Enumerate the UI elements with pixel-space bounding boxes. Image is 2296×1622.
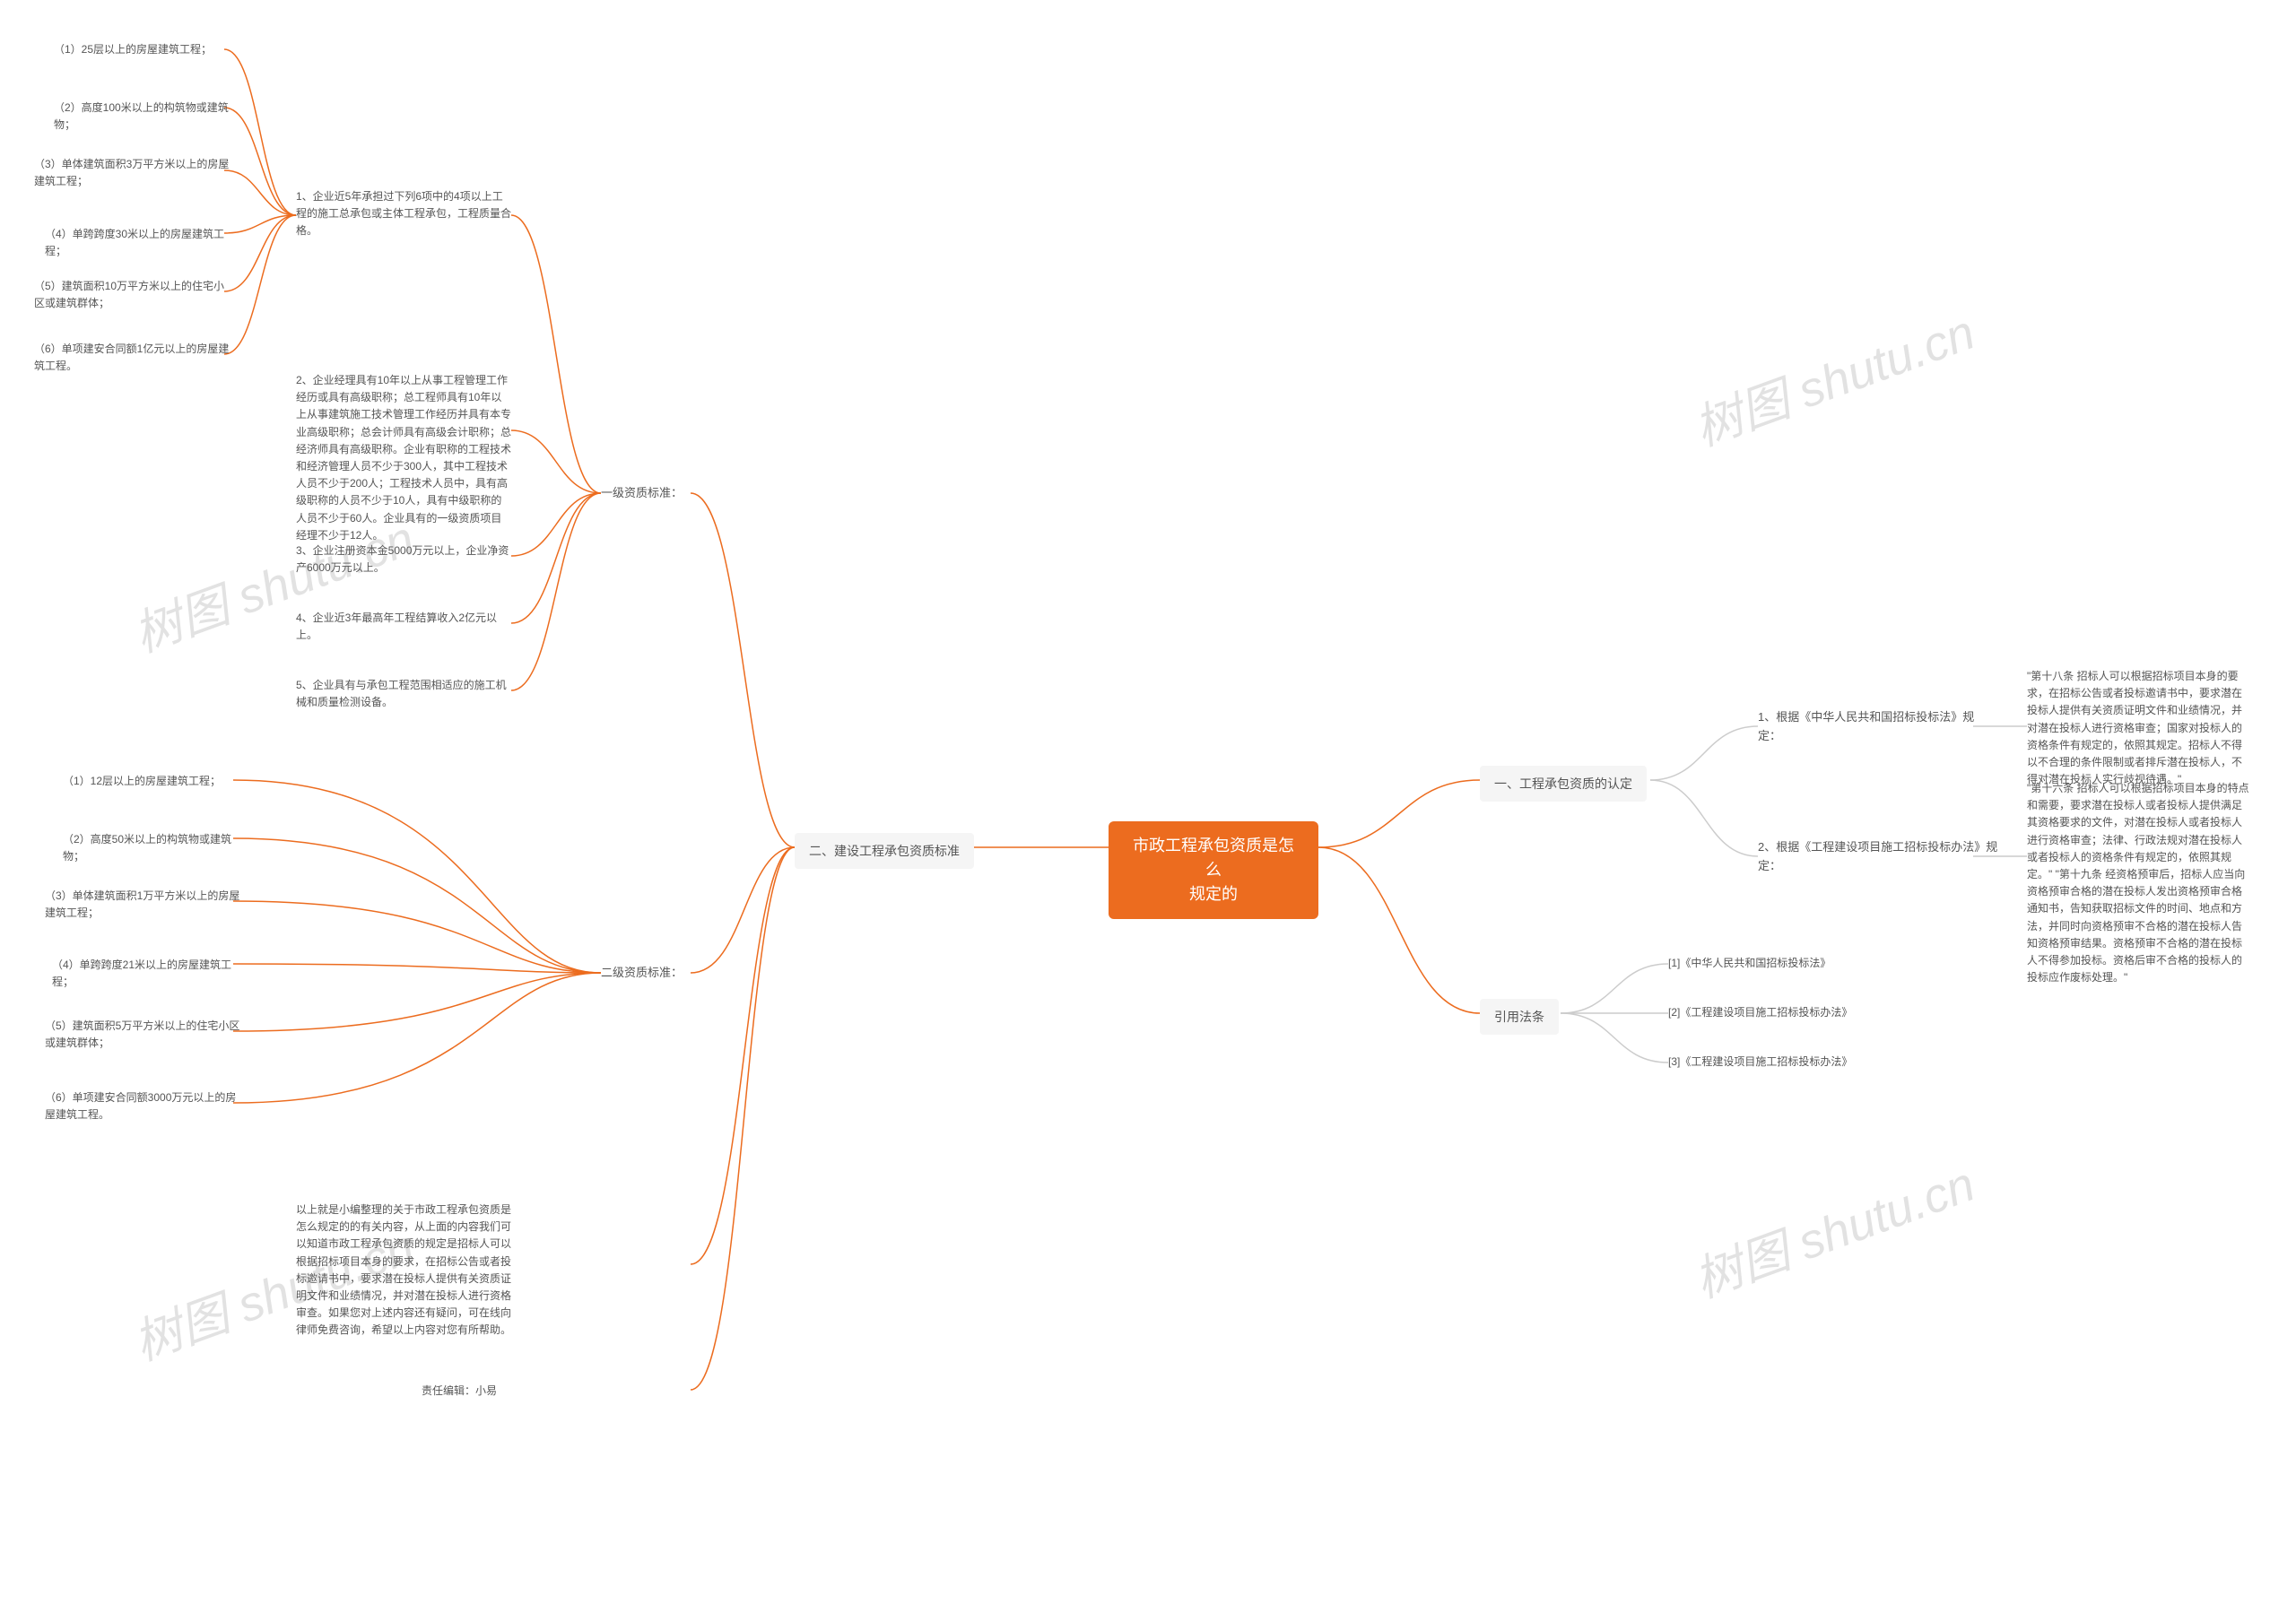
branch-qualification: 一、工程承包资质的认定 bbox=[1480, 766, 1647, 802]
left-g1-i1-s5: （5）建筑面积10万平方米以上的住宅小区或建筑群体； bbox=[34, 278, 231, 312]
left-g1-i1-s2: （2）高度100米以上的构筑物或建筑物； bbox=[54, 100, 233, 134]
left-g1-i1-s4: （4）单跨跨度30米以上的房屋建筑工程； bbox=[45, 226, 233, 260]
right-b1-item2: 2、根据《工程建设项目施工招标投标办法》规定： bbox=[1758, 838, 2000, 876]
right-b2-item3: [3]《工程建设项目施工招标投标办法》 bbox=[1668, 1054, 1852, 1071]
left-g3-summary: 以上就是小编整理的关于市政工程承包资质是怎么规定的的有关内容，从上面的内容我们可… bbox=[296, 1201, 511, 1340]
left-g1-i1: 1、企业近5年承担过下列6项中的4项以上工程的施工总承包或主体工程承包，工程质量… bbox=[296, 188, 511, 240]
left-g2-s2: （2）高度50米以上的构筑物或建筑物； bbox=[63, 831, 251, 865]
left-g1-i4: 4、企业近3年最高年工程结算收入2亿元以上。 bbox=[296, 610, 511, 644]
left-g2-label: 二级资质标准： bbox=[601, 964, 683, 983]
watermark: 树图 shutu.cn bbox=[1683, 292, 1982, 459]
right-b2-item1: [1]《中华人民共和国招标投标法》 bbox=[1668, 955, 1831, 972]
left-g2-s4: （4）单跨跨度21米以上的房屋建筑工程； bbox=[52, 957, 240, 991]
right-b1-item2-detail: "第十六条 招标人可以根据招标项目本身的特点和需要，要求潜在投标人或者投标人提供… bbox=[2027, 780, 2251, 986]
connectors bbox=[0, 0, 2296, 1622]
left-g1-label: 一级资质标准： bbox=[601, 484, 683, 503]
left-g1-i5: 5、企业具有与承包工程范围相适应的施工机械和质量检测设备。 bbox=[296, 677, 511, 711]
left-g1-i2: 2、企业经理具有10年以上从事工程管理工作经历或具有高级职称；总工程师具有10年… bbox=[296, 372, 511, 544]
branch-standard: 二、建设工程承包资质标准 bbox=[795, 833, 974, 869]
left-g1-i3: 3、企业注册资本金5000万元以上，企业净资产6000万元以上。 bbox=[296, 542, 511, 577]
right-b1-item1: 1、根据《中华人民共和国招标投标法》规定： bbox=[1758, 708, 1991, 746]
right-b1-item1-detail: "第十八条 招标人可以根据招标项目本身的要求，在招标公告或者投标邀请书中，要求潜… bbox=[2027, 668, 2251, 788]
right-b2-item2: [2]《工程建设项目施工招标投标办法》 bbox=[1668, 1004, 1852, 1021]
left-g2-s1: （1）12层以上的房屋建筑工程； bbox=[63, 773, 221, 790]
left-g4-editor: 责任编辑：小易 bbox=[422, 1383, 497, 1400]
branch-law: 引用法条 bbox=[1480, 999, 1559, 1035]
center-node: 市政工程承包资质是怎么 规定的 bbox=[1109, 821, 1318, 919]
left-g1-i1-s3: （3）单体建筑面积3万平方米以上的房屋建筑工程； bbox=[34, 156, 231, 190]
left-g1-i1-s6: （6）单项建安合同额1亿元以上的房屋建筑工程。 bbox=[34, 341, 231, 375]
watermark: 树图 shutu.cn bbox=[1683, 1144, 1982, 1311]
left-g2-s5: （5）建筑面积5万平方米以上的住宅小区或建筑群体； bbox=[45, 1018, 242, 1052]
left-g2-s6: （6）单项建安合同额3000万元以上的房屋建筑工程。 bbox=[45, 1089, 242, 1123]
left-g1-i1-s1: （1）25层以上的房屋建筑工程； bbox=[54, 41, 212, 58]
left-g2-s3: （3）单体建筑面积1万平方米以上的房屋建筑工程； bbox=[45, 888, 242, 922]
